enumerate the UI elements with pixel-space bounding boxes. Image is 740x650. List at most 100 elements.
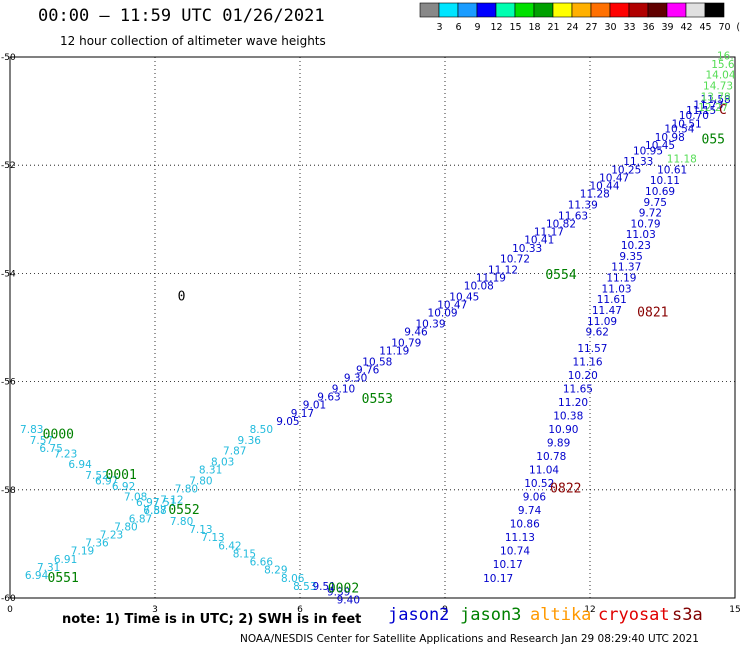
wave-height-point: 7.80 xyxy=(189,475,212,487)
colorbar-label: 42 xyxy=(680,22,692,33)
wave-height-point: 11.18 xyxy=(667,153,697,165)
wave-height-point: 10.51 xyxy=(672,118,702,130)
wave-height-point: 9.76 xyxy=(356,364,380,376)
wave-height-point: 9.75 xyxy=(644,197,667,209)
wave-height-point: 9.46 xyxy=(404,327,428,339)
wave-height-point: 7.52 xyxy=(85,470,108,482)
wave-height-point: 10.79 xyxy=(391,337,421,349)
footer-note: note: 1) Time is in UTC; 2) SWH is in fe… xyxy=(62,612,362,627)
wave-height-point: 11.19 xyxy=(379,346,409,358)
wave-height-point: 11.37 xyxy=(611,262,641,274)
wave-height-point: 10.69 xyxy=(645,186,675,198)
wave-height-point: 9.06 xyxy=(523,492,547,504)
wave-height-point: 11.16 xyxy=(573,356,603,368)
wave-height-point: 10.45 xyxy=(645,140,675,152)
wave-height-point: 7.80 xyxy=(170,516,193,528)
wave-height-point: 10.47 xyxy=(599,172,629,184)
wave-height-point: 9.74 xyxy=(518,505,542,517)
wave-height-point: 10.08 xyxy=(464,281,494,293)
wave-height-point: 6.75 xyxy=(39,443,62,455)
satellite-legend-jason3: jason3 xyxy=(460,605,522,625)
wave-height-point: 11.17 xyxy=(534,227,564,239)
wave-height-point: 7.80 xyxy=(175,484,198,496)
wave-height-point: 10.11 xyxy=(650,175,680,187)
colorbar-label: 15 xyxy=(509,22,521,33)
satellite-legend-jason2: jason2 xyxy=(388,605,450,625)
wave-height-point: 9.01 xyxy=(303,400,326,412)
y-tick-label: -54 xyxy=(1,269,16,279)
colorbar-label: 9 xyxy=(474,22,480,33)
wave-height-point: 6.91 xyxy=(54,554,77,566)
time-label: 0554 xyxy=(545,268,576,283)
wave-height-point: 7.12 xyxy=(160,494,183,506)
wave-height-point: 8.15 xyxy=(233,548,256,560)
wave-height-point: 15.6 xyxy=(711,59,735,71)
colorbar-label: 45 xyxy=(699,22,711,33)
time-label: 0002 xyxy=(328,582,359,597)
wave-height-point: 11.19 xyxy=(606,273,636,285)
wave-height-point: 13.78 xyxy=(701,91,731,103)
wave-height-point: 6.97 xyxy=(136,497,159,509)
y-tick-label: -50 xyxy=(1,53,16,63)
colorbar-label: 24 xyxy=(566,22,578,33)
colorbar-label: 33 xyxy=(623,22,635,33)
colorbar-label: 30 xyxy=(604,22,616,33)
wave-height-point: 8.50 xyxy=(250,424,273,436)
x-tick-label: 9 xyxy=(442,605,448,615)
wave-height-point: 9.63 xyxy=(317,392,340,404)
wave-height-point: 11.04 xyxy=(529,465,559,477)
plot-frame xyxy=(9,56,736,599)
wave-height-point: 10.72 xyxy=(500,254,530,266)
wave-height-point: 9.40 xyxy=(337,594,360,606)
wave-height-point: 10.23 xyxy=(621,240,651,252)
x-tick-label: 12 xyxy=(584,605,595,615)
wave-height-point: 11.20 xyxy=(558,397,588,409)
x-tick-label: 6 xyxy=(297,605,303,615)
time-label: 0822 xyxy=(550,482,581,497)
wave-height-point: 16. xyxy=(717,51,734,63)
wave-height-point: 8.03 xyxy=(211,456,234,468)
wave-height-point: 10.25 xyxy=(611,164,641,176)
wave-height-point: 11.09 xyxy=(587,316,617,328)
colorbar-label: (ft) xyxy=(736,22,740,33)
wave-height-point: 9.51 xyxy=(312,581,335,593)
colorbar-label: 36 xyxy=(642,22,654,33)
wave-height-point: 9.35 xyxy=(619,251,642,263)
time-label: 055 xyxy=(702,133,725,148)
wave-height-point: 8.29 xyxy=(264,565,287,577)
wave-height-point: 11.03 xyxy=(626,229,656,241)
wave-height-point: 11.39 xyxy=(568,199,598,211)
wave-height-point: 11.33 xyxy=(623,156,653,168)
time-label: 0 xyxy=(178,289,186,304)
wave-height-point: 10.74 xyxy=(500,546,530,558)
wave-height-point: 8.53 xyxy=(293,581,316,593)
wave-height-point: 7.87 xyxy=(223,446,246,458)
time-label: 0551 xyxy=(48,571,79,586)
wave-height-point: 11.73 xyxy=(693,99,723,111)
wave-height-point: 7.23 xyxy=(54,448,77,460)
wave-height-point: 10.33 xyxy=(512,243,542,255)
wave-height-point: 10.41 xyxy=(524,235,554,247)
satellite-legend-s3a: s3a xyxy=(672,605,703,625)
time-label: C xyxy=(719,103,727,118)
wave-height-point: 11.12 xyxy=(488,264,518,276)
colorbar-label: 12 xyxy=(490,22,502,33)
wave-height-point: 10.58 xyxy=(362,356,392,368)
wave-height-point: 14.73 xyxy=(703,80,733,92)
time-label: 0821 xyxy=(637,306,668,321)
wave-height-point: 10.86 xyxy=(510,519,540,531)
wave-height-point: 7.31 xyxy=(37,562,60,574)
y-tick-label: -56 xyxy=(1,378,16,388)
chart-subtitle: 12 hour collection of altimeter wave hei… xyxy=(60,34,326,48)
wave-height-point: 10.95 xyxy=(633,145,663,157)
wave-height-point: 11.63 xyxy=(558,210,588,222)
time-label: 0000 xyxy=(43,427,74,442)
wave-height-point: 6.87 xyxy=(129,513,152,525)
colorbar-label: 6 xyxy=(455,22,461,33)
satellite-legend-altika: altika xyxy=(530,605,592,625)
wave-height-point: 7.19 xyxy=(71,546,94,558)
wave-height-point: 11.13 xyxy=(505,532,535,544)
wave-height-point: 11.15 xyxy=(686,105,716,117)
wave-height-point: 6.87 xyxy=(143,505,166,517)
